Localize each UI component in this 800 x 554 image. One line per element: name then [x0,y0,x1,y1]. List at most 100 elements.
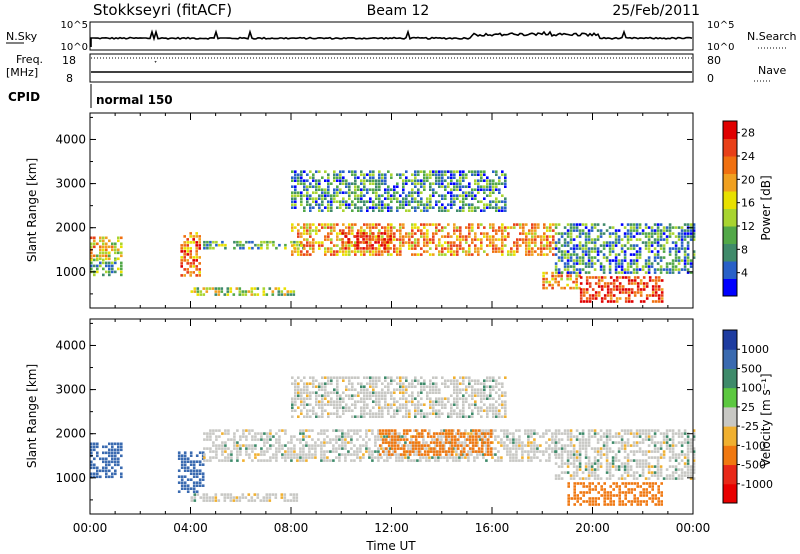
velocity-cell [518,435,521,438]
power-cell [447,235,450,238]
power-cell [617,265,621,268]
velocity-cell [363,400,366,403]
velocity-cell [608,468,612,471]
velocity-cell [498,403,501,406]
velocity-cell [383,459,386,462]
velocity-cell [572,447,576,450]
power-cell [183,274,186,277]
velocity-cell [263,459,266,462]
power-cell [593,250,597,253]
velocity-cell [375,397,378,400]
velocity-cell [320,432,323,435]
velocity-cell [236,450,239,453]
velocity-cell [470,453,473,456]
power-cell [429,238,432,241]
power-cell [330,232,333,235]
velocity-cell [465,388,468,391]
power-cell [606,288,610,291]
velocity-cell [195,460,199,463]
power-cell [423,232,426,235]
power-cell [351,200,354,203]
power-cell [542,274,545,278]
power-cell [114,258,117,262]
power-cell [615,297,619,300]
velocity-cell [689,468,693,471]
velocity-cell [333,376,336,379]
power-cell [501,244,504,247]
velocity-cell [378,394,381,397]
power-cell [347,238,350,241]
power-cell [198,235,201,238]
power-cell [620,247,624,250]
velocity-cell [599,462,603,465]
velocity-cell [456,391,459,394]
velocity-cell [336,400,339,403]
power-cell [372,173,375,176]
velocity-cell [492,385,495,388]
velocity-cell [617,432,621,435]
velocity-cell [453,403,456,406]
velocity-cell [356,432,359,435]
power-cell [189,250,192,253]
velocity-cell [348,406,351,409]
velocity-cell [497,441,500,444]
velocity-cell [530,429,533,432]
velocity-cell [641,432,645,435]
power-cell [557,259,561,262]
power-cell [306,241,309,244]
velocity-cell [372,406,375,409]
velocity-cell [596,468,600,471]
velocity-cell [618,500,621,503]
power-cell [677,259,681,262]
power-cell [483,191,486,194]
velocity-cell [212,456,215,459]
power-cell [627,294,631,297]
velocity-cell [608,429,612,432]
power-cell [217,287,221,290]
power-cell [626,262,630,265]
velocity-cell [407,447,410,450]
power-cell [402,238,405,241]
velocity-cell [378,403,381,406]
power-cell [590,250,594,253]
velocity-cell [420,385,423,388]
power-cell [623,256,627,259]
velocity-cell [588,503,591,506]
power-cell [543,235,546,238]
velocity-cell [462,382,465,385]
velocity-cell [476,453,479,456]
velocity-cell [689,471,693,474]
power-cell [594,297,598,300]
power-cell [399,235,402,238]
power-cell [99,248,102,252]
power-cell [566,229,570,232]
velocity-cell [491,456,494,459]
velocity-cell [294,397,297,400]
power-cell [498,209,501,212]
power-cell [272,240,275,244]
velocity-cell [600,485,603,488]
power-cell [405,197,408,200]
power-cell [543,247,546,250]
power-cell [366,244,369,247]
power-cell [309,247,312,250]
power-cell [495,229,498,232]
power-cell [620,238,624,241]
power-cell [333,244,336,247]
velocity-cell [303,400,306,403]
power-cell [417,203,420,206]
velocity-cell [450,447,454,450]
velocity-cell [366,406,369,409]
power-colorbar-segment [723,243,737,262]
velocity-cell [692,459,696,462]
velocity-cell [357,382,360,385]
power-cell [277,293,281,296]
power-cell [578,241,582,244]
velocity-cell [689,477,693,480]
power-cell [262,293,266,296]
power-cell [417,200,420,203]
velocity-cell [378,444,382,447]
power-cell [414,253,417,256]
velocity-cell [294,385,297,388]
velocity-cell [560,438,564,441]
